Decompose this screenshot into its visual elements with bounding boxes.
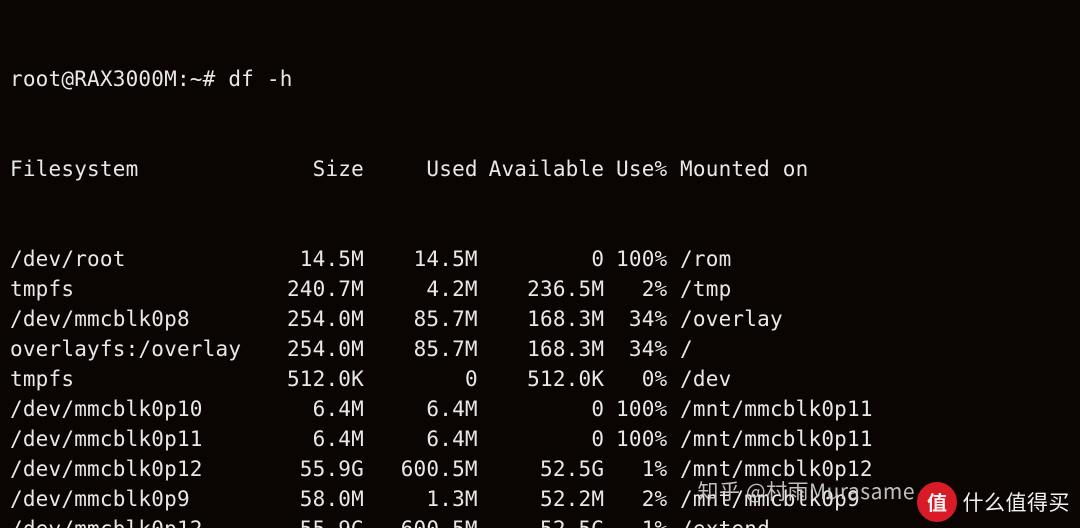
- cell-mount: /mnt/mmcblk0p11: [667, 394, 872, 424]
- cell-size: 58.0M: [263, 484, 364, 514]
- col-used: Used: [364, 154, 478, 184]
- shell-prompt: root@RAX3000M:~#: [10, 67, 228, 91]
- cell-mount: /mnt/mmcblk0p11: [667, 424, 872, 454]
- cell-use-pct: 34%: [604, 304, 667, 334]
- cell-used: 600.5M: [364, 514, 478, 528]
- zhihu-watermark: 知乎 @村雨Murasame: [697, 476, 915, 506]
- cell-used: 0: [364, 364, 478, 394]
- cell-use-pct: 100%: [604, 424, 667, 454]
- table-row: /dev/mmcblk0p1255.9G600.5M52.5G1%/extend: [10, 514, 1072, 528]
- smzdm-text: 什么值得买: [963, 487, 1071, 517]
- cell-available: 512.0K: [478, 364, 604, 394]
- command-text: df -h: [228, 67, 292, 91]
- cell-filesystem: /dev/mmcblk0p9: [10, 484, 263, 514]
- table-row: tmpfs512.0K0512.0K0%/dev: [10, 364, 1072, 394]
- table-row: tmpfs240.7M4.2M236.5M2%/tmp: [10, 274, 1072, 304]
- table-row: /dev/root14.5M14.5M0100%/rom: [10, 244, 1072, 274]
- cell-available: 168.3M: [478, 304, 604, 334]
- cell-available: 0: [478, 424, 604, 454]
- cell-use-pct: 1%: [604, 454, 667, 484]
- col-available: Available: [478, 154, 604, 184]
- cell-filesystem: /dev/root: [10, 244, 263, 274]
- col-filesystem: Filesystem: [10, 154, 263, 184]
- cell-filesystem: /dev/mmcblk0p11: [10, 424, 263, 454]
- cell-size: 240.7M: [263, 274, 364, 304]
- cell-size: 14.5M: [263, 244, 364, 274]
- cell-filesystem: overlayfs:/overlay: [10, 334, 263, 364]
- cell-available: 0: [478, 244, 604, 274]
- col-mount: Mounted on: [667, 154, 808, 184]
- cell-available: 52.5G: [478, 514, 604, 528]
- smzdm-watermark: 值 什么值得买: [917, 482, 1071, 522]
- table-row: overlayfs:/overlay254.0M85.7M168.3M34%/: [10, 334, 1072, 364]
- col-use-pct: Use%: [604, 154, 667, 184]
- cell-size: 55.9G: [263, 514, 364, 528]
- cell-available: 52.5G: [478, 454, 604, 484]
- cell-used: 85.7M: [364, 334, 478, 364]
- cell-available: 52.2M: [478, 484, 604, 514]
- cell-use-pct: 2%: [604, 274, 667, 304]
- cell-available: 0: [478, 394, 604, 424]
- cell-size: 512.0K: [263, 364, 364, 394]
- cell-mount: /overlay: [667, 304, 782, 334]
- cell-mount: /extend: [667, 514, 770, 528]
- cell-used: 4.2M: [364, 274, 478, 304]
- smzdm-badge-icon: 值: [917, 482, 957, 522]
- cell-use-pct: 0%: [604, 364, 667, 394]
- terminal-output: root@RAX3000M:~# df -h FilesystemSizeUse…: [0, 0, 1080, 528]
- cell-filesystem: /dev/mmcblk0p10: [10, 394, 263, 424]
- cell-filesystem: /dev/mmcblk0p8: [10, 304, 263, 334]
- cell-used: 600.5M: [364, 454, 478, 484]
- cell-mount: /rom: [667, 244, 731, 274]
- cell-used: 14.5M: [364, 244, 478, 274]
- cell-available: 236.5M: [478, 274, 604, 304]
- cell-use-pct: 100%: [604, 244, 667, 274]
- cell-filesystem: tmpfs: [10, 274, 263, 304]
- table-row: /dev/mmcblk0p106.4M6.4M0100%/mnt/mmcblk0…: [10, 394, 1072, 424]
- cell-mount: /tmp: [667, 274, 731, 304]
- cell-mount: /dev: [667, 364, 731, 394]
- prompt-line: root@RAX3000M:~# df -h: [10, 64, 1072, 94]
- df-header-row: FilesystemSizeUsedAvailableUse%Mounted o…: [10, 154, 1072, 184]
- cell-mount: /: [667, 334, 692, 364]
- cell-used: 1.3M: [364, 484, 478, 514]
- table-row: /dev/mmcblk0p8254.0M85.7M168.3M34%/overl…: [10, 304, 1072, 334]
- cell-used: 85.7M: [364, 304, 478, 334]
- cell-used: 6.4M: [364, 394, 478, 424]
- cell-size: 6.4M: [263, 424, 364, 454]
- cell-filesystem: /dev/mmcblk0p12: [10, 454, 263, 484]
- cell-filesystem: tmpfs: [10, 364, 263, 394]
- cell-use-pct: 1%: [604, 514, 667, 528]
- cell-size: 254.0M: [263, 304, 364, 334]
- cell-use-pct: 34%: [604, 334, 667, 364]
- cell-use-pct: 2%: [604, 484, 667, 514]
- col-size: Size: [263, 154, 364, 184]
- cell-size: 254.0M: [263, 334, 364, 364]
- cell-use-pct: 100%: [604, 394, 667, 424]
- table-row: /dev/mmcblk0p116.4M6.4M0100%/mnt/mmcblk0…: [10, 424, 1072, 454]
- cell-filesystem: /dev/mmcblk0p12: [10, 514, 263, 528]
- cell-size: 55.9G: [263, 454, 364, 484]
- cell-size: 6.4M: [263, 394, 364, 424]
- cell-available: 168.3M: [478, 334, 604, 364]
- cell-used: 6.4M: [364, 424, 478, 454]
